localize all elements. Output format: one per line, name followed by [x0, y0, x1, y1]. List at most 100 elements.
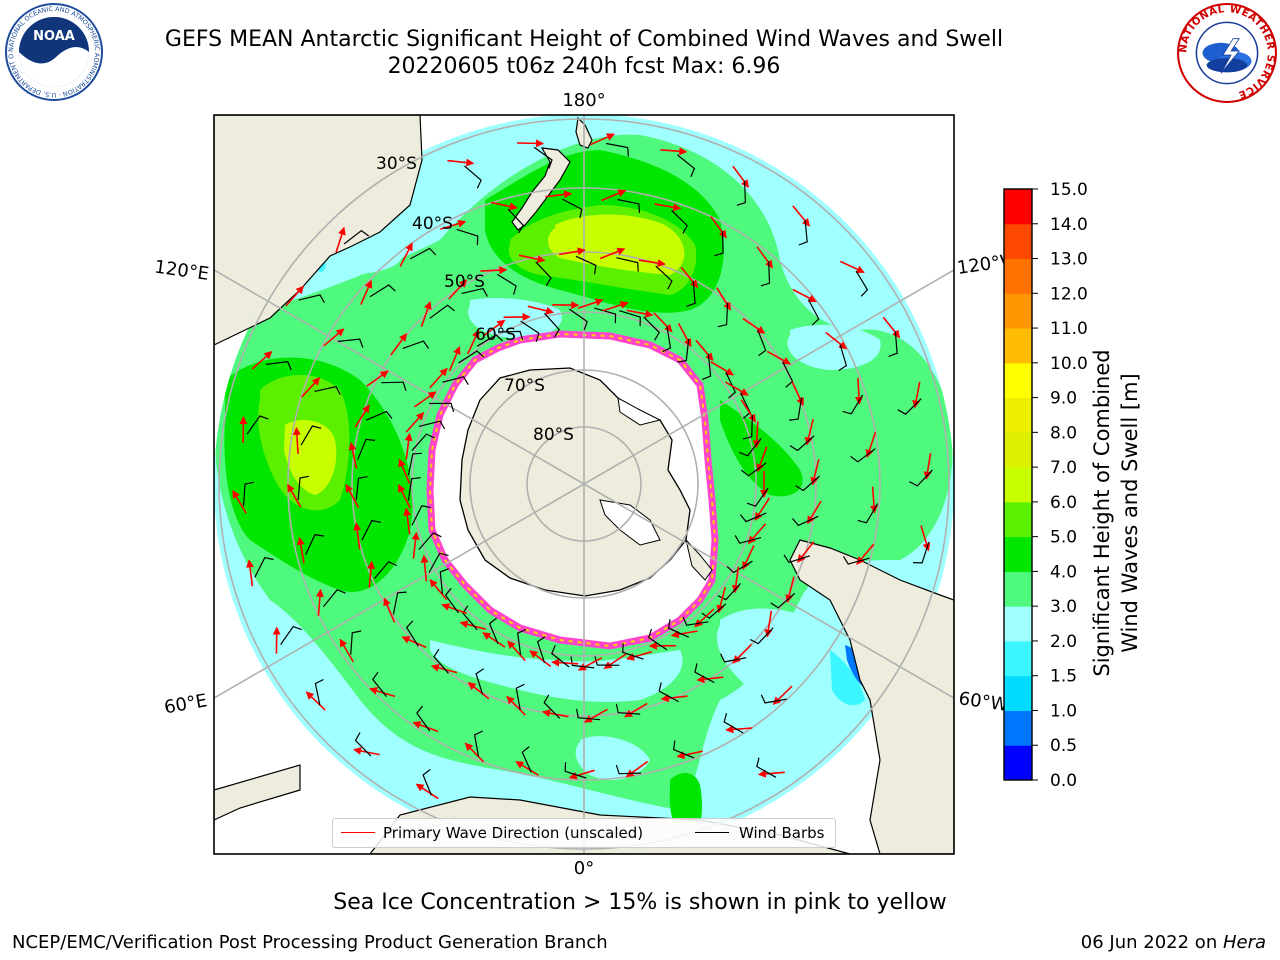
colorbar-tick-label: 9.0	[1050, 389, 1077, 409]
colorbar-tick-label: 5.0	[1050, 528, 1077, 548]
wind-barb	[564, 762, 587, 779]
footer-date-text: 06 Jun 2022 on	[1080, 932, 1223, 953]
wind-barb	[520, 320, 540, 342]
wind-barb	[850, 448, 876, 463]
wave-direction-arrow	[287, 483, 302, 508]
wind-barb	[615, 764, 642, 775]
wave-direction-arrow	[716, 586, 726, 614]
colorbar-tick-label: 10.0	[1050, 354, 1088, 374]
wave-direction-arrow	[353, 522, 362, 550]
wave-direction-arrow	[367, 560, 376, 588]
wave-direction-arrow	[527, 305, 555, 315]
wind-barb	[297, 475, 309, 501]
wave-direction-arrow	[626, 309, 654, 318]
wind-barb	[594, 656, 620, 666]
wave-direction-arrow	[339, 638, 354, 663]
colorbar-tick-label: 12.0	[1050, 284, 1088, 304]
wave-direction-arrow	[696, 675, 724, 684]
wave-direction-arrow	[625, 760, 649, 778]
legend-swatch-wind-barbs	[695, 832, 729, 833]
colorbar-segment	[1004, 189, 1032, 225]
colorbar-segment	[1004, 293, 1032, 329]
wave-direction-arrow	[603, 653, 627, 670]
wind-barb	[701, 603, 727, 619]
wind-barb	[458, 350, 485, 364]
wind-barb	[619, 310, 641, 327]
wind-barb	[497, 273, 517, 295]
colorbar-tick-label: 8.0	[1050, 423, 1077, 443]
wave-direction-arrow	[360, 279, 373, 305]
wave-direction-arrow	[345, 483, 360, 508]
colorbar: 0.0 0.5 1.0 1.5 2.0 3.0 4.0 5.0 6.0 7.0 8.0 9.0 10.0…	[1003, 180, 1088, 791]
wave-direction-arrow	[869, 486, 878, 514]
wave-direction-arrow	[515, 760, 539, 776]
wind-barb	[242, 481, 254, 507]
wave-direction-arrow	[792, 288, 817, 303]
wind-barb	[658, 682, 679, 703]
wind-barb	[655, 265, 673, 290]
wave-direction-arrow	[725, 725, 753, 734]
wave-direction-arrow	[232, 490, 247, 514]
colorbar-tick-label: 13.0	[1050, 250, 1088, 270]
wind-barb	[428, 552, 449, 573]
wind-barb	[300, 425, 322, 446]
colorbar-tick-label: 0.5	[1050, 736, 1077, 756]
wave-direction-arrow	[602, 301, 629, 312]
wind-barb	[682, 616, 709, 626]
wind-barb	[350, 630, 362, 655]
wave-direction-arrow	[464, 742, 485, 763]
wave-direction-arrow	[301, 377, 321, 398]
wave-direction-arrow	[285, 285, 304, 307]
wave-direction-arrow	[695, 339, 714, 361]
lon-label-180: 180°	[562, 90, 605, 111]
wind-barb	[416, 705, 431, 732]
wave-direction-arrow	[676, 750, 703, 760]
colorbar-segment	[1004, 745, 1032, 781]
wind-barb	[521, 746, 532, 773]
wind-barb	[605, 142, 629, 157]
footer-date: 06 Jun 2022 on Hera	[1081, 932, 1266, 953]
wind-barb	[756, 757, 777, 778]
colorbar-segment	[1004, 606, 1032, 642]
wind-barb	[405, 620, 419, 647]
legend-label-wind-barbs: Wind Barbs	[739, 824, 825, 842]
wind-barb	[365, 410, 393, 421]
wave-direction-arrow	[415, 783, 439, 800]
colorbar-tick-label: 6.0	[1050, 493, 1077, 513]
colorbar-tick-label: 14.0	[1050, 215, 1088, 235]
wind-barb	[701, 354, 712, 380]
wave-direction-arrow	[482, 632, 506, 648]
wind-barb	[757, 329, 767, 357]
wave-direction-arrow	[923, 452, 932, 480]
wind-barb	[429, 304, 455, 319]
lat-label-40s: 40°S	[412, 214, 453, 234]
wave-direction-arrow	[740, 399, 757, 423]
footer-credit: NCEP/EMC/Verification Post Processing Pr…	[12, 932, 608, 953]
wave-direction-arrow	[447, 158, 475, 167]
wave-direction-arrow	[558, 247, 586, 256]
wind-barb	[749, 627, 774, 645]
lon-label-60e: 60°E	[163, 690, 209, 718]
wind-barb	[855, 270, 869, 297]
wave-direction-arrow	[483, 319, 506, 337]
lat-label-70s: 70°S	[504, 376, 545, 396]
wave-direction-arrow	[401, 636, 427, 649]
wave-direction-arrow	[246, 559, 254, 587]
wind-barb	[535, 261, 552, 286]
wind-barb	[533, 146, 553, 169]
wave-direction-arrow	[601, 189, 627, 202]
wind-barb	[615, 703, 641, 715]
wave-direction-arrow	[315, 588, 324, 616]
wind-barb	[473, 730, 483, 757]
wave-direction-arrow	[296, 536, 305, 564]
wave-direction-arrow	[589, 133, 615, 146]
wave-direction-arrow	[397, 484, 411, 509]
vector-layer	[232, 133, 933, 800]
wind-barb	[456, 228, 479, 246]
wind-barb	[909, 469, 933, 487]
wave-direction-arrow	[624, 702, 648, 718]
wind-barb	[517, 629, 527, 655]
chart-title: GEFS MEAN Antarctic Significant Height o…	[164, 27, 1004, 52]
wind-barb	[354, 732, 372, 757]
wind-barb	[617, 198, 641, 213]
